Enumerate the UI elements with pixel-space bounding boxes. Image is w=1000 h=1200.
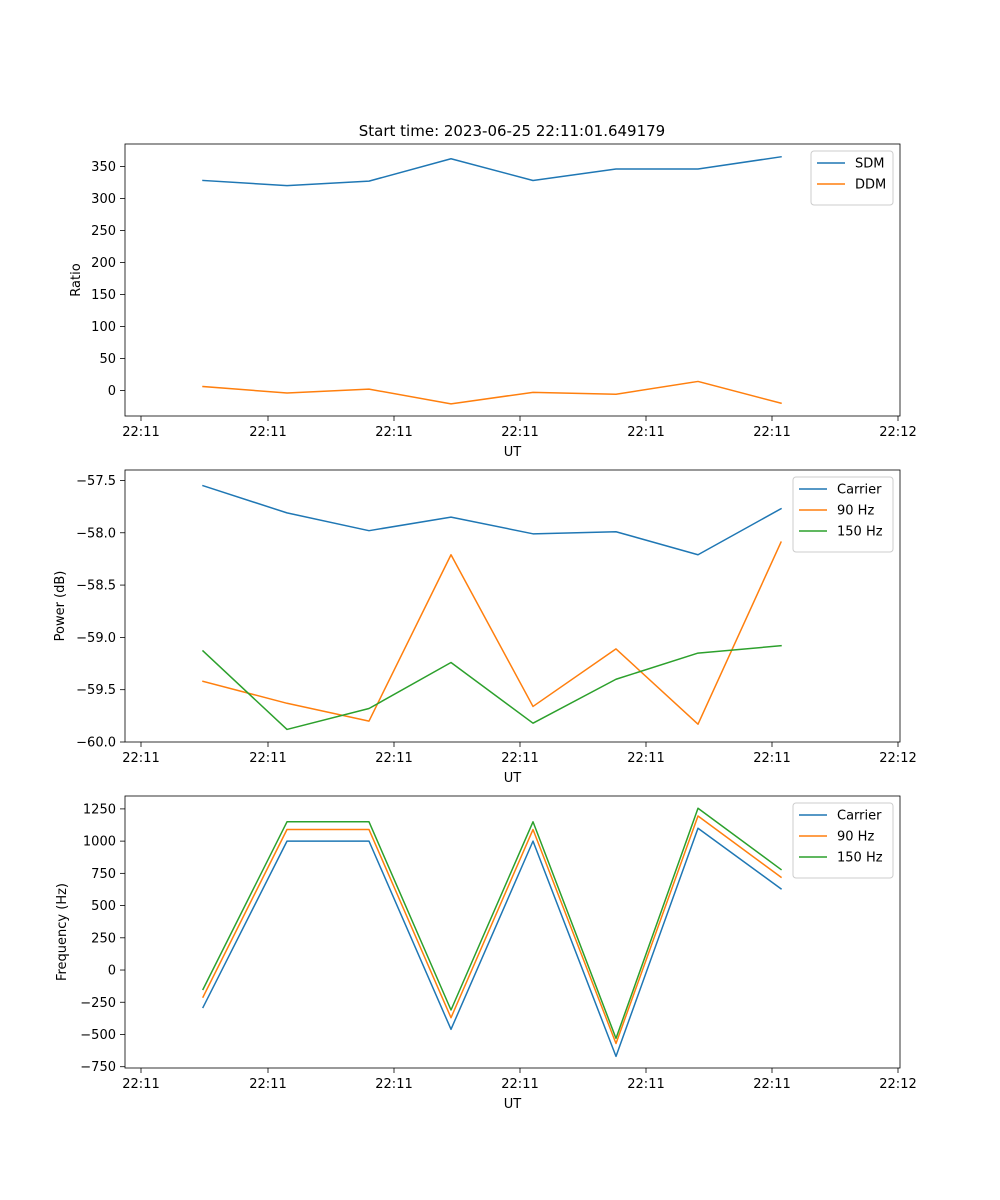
x-tick-label: 22:11 — [122, 1077, 159, 1092]
y-tick-label: 50 — [99, 352, 116, 367]
legend-box — [810, 150, 894, 206]
legend: Carrier 90 Hz 150 Hz — [792, 802, 894, 879]
x-tick-label: 22:11 — [122, 425, 159, 440]
y-tick-label: −250 — [80, 996, 116, 1011]
x-tick-label: 22:11 — [501, 1077, 538, 1092]
y-tick-label: 350 — [91, 160, 116, 175]
series-line-carrier — [201, 827, 783, 1058]
legend-label: 90 Hz — [837, 504, 874, 519]
plot-frame — [124, 143, 901, 417]
x-tick-label: 22:11 — [375, 1077, 412, 1092]
y-tick-label: 0 — [108, 384, 116, 399]
series-line-90-hz — [201, 815, 783, 1045]
y-tick-label: −58.5 — [76, 579, 116, 594]
x-axis-label: UT — [504, 445, 522, 460]
series-line-carrier — [202, 484, 783, 556]
plot-frame — [124, 469, 901, 743]
y-tick-label: 200 — [91, 256, 116, 271]
y-tick-label: 150 — [91, 288, 116, 303]
y-tick-label: 1250 — [83, 802, 116, 817]
chart-panel-2: 22:11 22:11 22:11 22:11 22:11 22:11 22:12 −57.5… — [53, 469, 917, 786]
y-tick-label: 500 — [91, 899, 116, 914]
x-tick-label: 22:12 — [879, 751, 916, 766]
chart-panel-1: 22:11 22:11 22:11 22:11 22:11 22:11 22:12 0 50 10… — [69, 143, 917, 460]
chart-title: Start time: 2023-06-25 22:11:01.649179 — [359, 122, 665, 140]
legend-label: Carrier — [837, 809, 882, 824]
y-tick-label: 100 — [91, 320, 116, 335]
series-line-90-hz — [202, 541, 782, 725]
legend: Carrier 90 Hz 150 Hz — [792, 476, 894, 553]
y-tick-label: 0 — [108, 964, 116, 979]
x-tick-label: 22:11 — [249, 1077, 286, 1092]
x-tick-label: 22:11 — [501, 751, 538, 766]
series-line-150-hz — [201, 807, 783, 1040]
x-axis-label: UT — [504, 771, 522, 786]
y-tick-label: 250 — [91, 224, 116, 239]
legend-box — [792, 802, 894, 879]
legend: SDM DDM — [810, 150, 894, 206]
legend-label: SDM — [855, 157, 884, 172]
legend-label: 150 Hz — [837, 525, 883, 540]
x-axis-label: UT — [504, 1097, 522, 1112]
x-tick-label: 22:11 — [627, 425, 664, 440]
x-tick-label: 22:12 — [879, 1077, 916, 1092]
x-tick-label: 22:11 — [753, 751, 790, 766]
legend-label: 150 Hz — [837, 851, 883, 866]
legend-label: 90 Hz — [837, 830, 874, 845]
y-tick-label: −500 — [80, 1028, 116, 1043]
x-tick-label: 22:11 — [249, 425, 286, 440]
legend-label: DDM — [855, 178, 886, 193]
series-line-sdm — [202, 155, 782, 187]
y-tick-label: 300 — [91, 192, 116, 207]
chart-panel-3: 22:11 22:11 22:11 22:11 22:11 22:11 22:12 1250 1… — [55, 795, 917, 1112]
y-tick-label: −59.0 — [76, 631, 116, 646]
x-tick-label: 22:11 — [122, 751, 159, 766]
y-tick-label: −750 — [80, 1060, 116, 1075]
legend-label: Carrier — [837, 483, 882, 498]
x-tick-label: 22:11 — [627, 751, 664, 766]
series-line-ddm — [202, 380, 782, 405]
y-axis-label: Frequency (Hz) — [55, 883, 70, 981]
x-tick-label: 22:11 — [249, 751, 286, 766]
x-tick-label: 22:11 — [501, 425, 538, 440]
x-tick-label: 22:11 — [753, 425, 790, 440]
plot-frame — [124, 795, 901, 1069]
y-tick-label: −59.5 — [76, 683, 116, 698]
y-tick-label: −58.0 — [76, 526, 116, 541]
y-tick-label: 1000 — [83, 835, 116, 850]
x-tick-label: 22:12 — [879, 425, 916, 440]
x-tick-label: 22:11 — [375, 425, 412, 440]
series-line-150-hz — [201, 644, 782, 731]
x-tick-label: 22:11 — [753, 1077, 790, 1092]
legend-box — [792, 476, 894, 553]
y-axis-label: Ratio — [69, 263, 84, 296]
x-tick-label: 22:11 — [375, 751, 412, 766]
y-tick-label: −57.5 — [76, 474, 116, 489]
x-tick-label: 22:11 — [627, 1077, 664, 1092]
y-tick-label: 750 — [91, 867, 116, 882]
y-axis-label: Power (dB) — [53, 571, 68, 642]
y-tick-label: 250 — [91, 931, 116, 946]
y-tick-label: −60.0 — [76, 736, 116, 751]
